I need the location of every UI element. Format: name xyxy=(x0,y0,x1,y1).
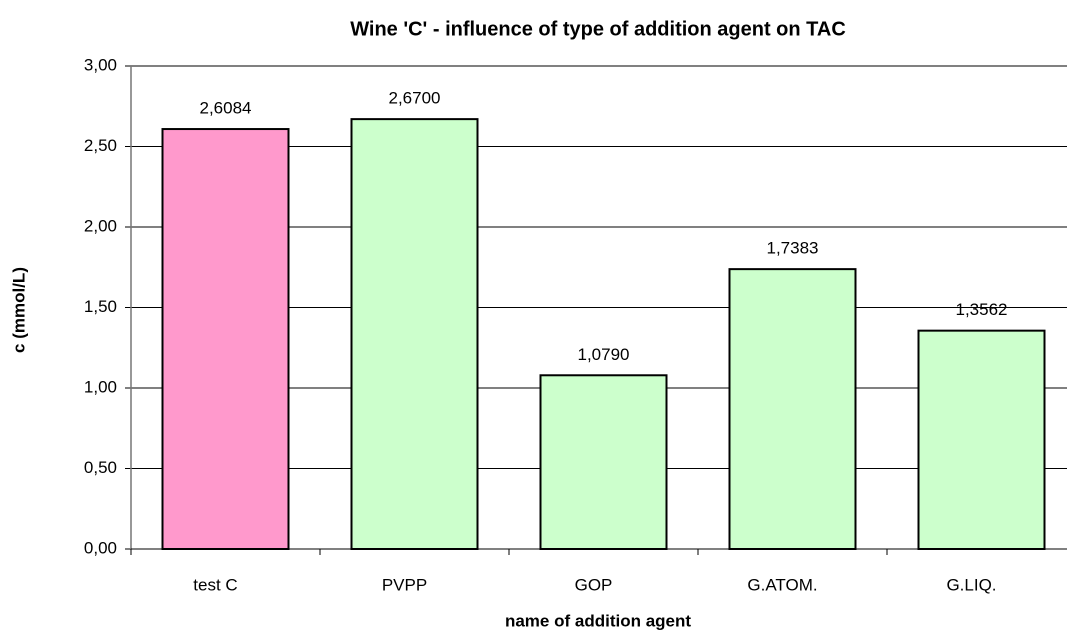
chart-title: Wine 'C' - influence of type of addition… xyxy=(350,18,846,40)
data-label: 2,6084 xyxy=(200,99,252,118)
bar xyxy=(917,329,1046,550)
y-tick-label: 0,00 xyxy=(84,538,117,557)
x-tick-label: test C xyxy=(193,575,237,594)
y-tick-label: 3,00 xyxy=(84,55,117,74)
y-axis-label: c (mmol/L) xyxy=(9,267,28,353)
bar xyxy=(728,268,857,550)
bar xyxy=(161,128,290,550)
x-tick-label: PVPP xyxy=(382,575,427,594)
x-tick-label: GOP xyxy=(575,575,613,594)
data-label: 1,3562 xyxy=(956,300,1008,319)
y-tick-label: 0,50 xyxy=(84,458,117,477)
bar xyxy=(539,374,668,550)
x-tick-label: G.LIQ. xyxy=(946,575,996,594)
y-tick-label: 1,50 xyxy=(84,297,117,316)
data-label: 2,6700 xyxy=(389,89,441,108)
y-tick-label: 1,00 xyxy=(84,377,117,396)
data-label: 1,0790 xyxy=(578,345,630,364)
x-axis-label: name of addition agent xyxy=(505,611,691,630)
data-label: 1,7383 xyxy=(767,239,819,258)
y-tick-label: 2,50 xyxy=(84,136,117,155)
x-tick-label: G.ATOM. xyxy=(747,575,817,594)
y-tick-label: 2,00 xyxy=(84,216,117,235)
bar xyxy=(350,118,479,550)
